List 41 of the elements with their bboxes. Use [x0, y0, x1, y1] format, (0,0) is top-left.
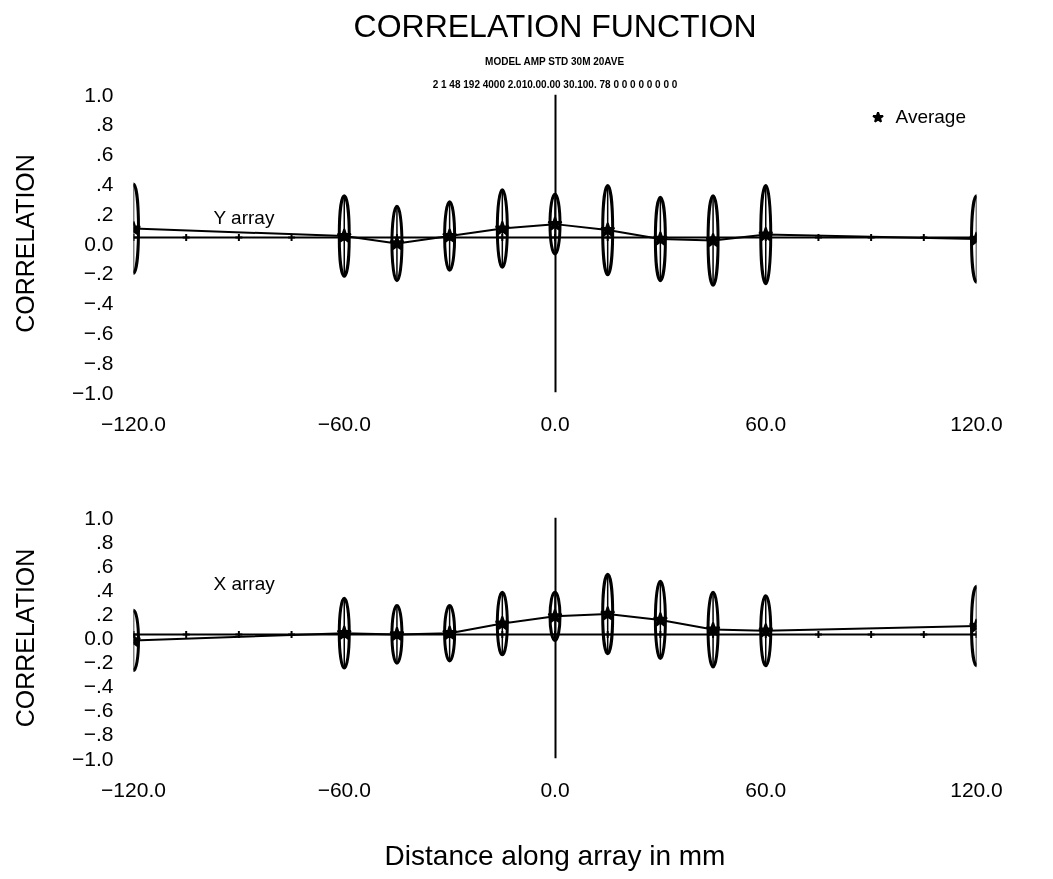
y-tick-label: .8 — [95, 112, 114, 136]
x-tick-label: 120.0 — [950, 411, 1003, 435]
y-tick-label: .4 — [95, 171, 114, 195]
y-tick-label: −.6 — [83, 698, 114, 722]
annotation: Y array — [213, 206, 275, 228]
x-tick-label: 0.0 — [540, 411, 570, 435]
y-tick-label: 1.0 — [84, 82, 114, 106]
y-tick-label: −1.0 — [72, 380, 114, 404]
y-tick-label: .6 — [95, 553, 114, 577]
y-tick-label: 0.0 — [84, 231, 114, 255]
y-tick-label: 1.0 — [84, 505, 114, 529]
y-axis-title: CORRELATION — [11, 548, 40, 728]
text: 2 1 48 192 4000 2.010.00.00 30.100. 78 0 0 0 0 0 0 0 0 — [432, 78, 678, 90]
y-tick-label: −.8 — [83, 722, 114, 746]
x-tick-label: 0.0 — [540, 777, 570, 801]
text: MODEL AMP STD 30M 20AVE — [485, 55, 625, 67]
y-tick-label: −.4 — [83, 291, 114, 315]
y-tick-label: .2 — [95, 601, 114, 625]
y-tick-label: .2 — [95, 201, 114, 225]
x-tick-label: 60.0 — [745, 777, 787, 801]
y-axis-title: CORRELATION — [11, 154, 40, 333]
y-tick-label: −1.0 — [72, 746, 114, 770]
y-tick-label: .6 — [95, 142, 114, 166]
y-tick-label: −.8 — [83, 350, 114, 374]
y-tick-label: −.2 — [83, 261, 114, 285]
x-tick-label: −120.0 — [101, 411, 166, 435]
legend-label: Average — [895, 106, 966, 128]
x-tick-label: −120.0 — [101, 777, 166, 801]
y-tick-label: −.4 — [83, 674, 114, 698]
chart-title: CORRELATION FUNCTION — [353, 7, 757, 44]
x-tick-label: 120.0 — [950, 777, 1003, 801]
annotation: X array — [213, 572, 276, 594]
x-tick-label: −60.0 — [317, 411, 371, 435]
y-tick-label: .4 — [95, 577, 114, 601]
x-axis-title: Distance along array in mm — [384, 839, 726, 871]
y-tick-label: −.6 — [83, 320, 114, 344]
y-tick-label: −.2 — [83, 650, 114, 674]
y-tick-label: 0.0 — [84, 626, 114, 649]
y-tick-label: .8 — [95, 529, 114, 553]
x-tick-label: −60.0 — [317, 777, 371, 801]
x-tick-label: 60.0 — [745, 411, 787, 435]
